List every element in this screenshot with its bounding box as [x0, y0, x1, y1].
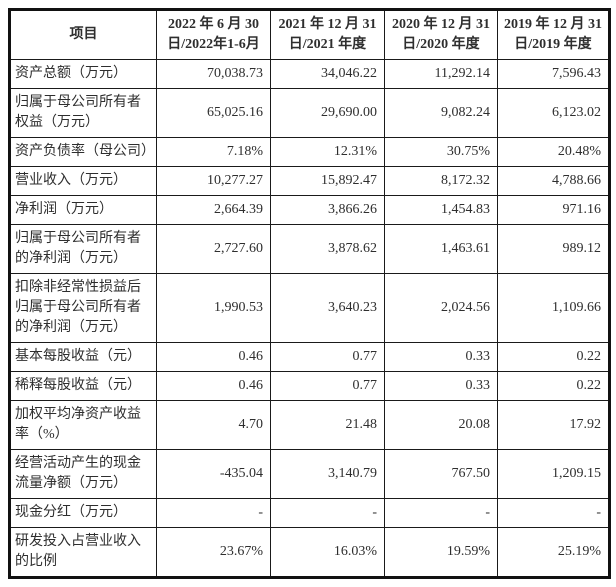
row-label: 归属于母公司所有者的净利润（万元）	[9, 224, 157, 274]
period-line-1: 2020 年 12 月 31	[392, 17, 490, 32]
table-row: 扣除非经常性损益后归属于母公司所有者的净利润（万元） 1,990.53 3,640.…	[9, 273, 610, 343]
cell-value: 30.75%	[384, 137, 498, 167]
table-row: 研发投入占营业收入的比例 23.67% 16.03% 19.59% 25.19%	[9, 527, 610, 578]
row-label: 净利润（万元）	[9, 195, 157, 225]
cell-value: 12.31%	[270, 137, 385, 167]
cell-value: 20.08	[384, 400, 498, 450]
row-label: 基本每股收益（元）	[9, 342, 157, 372]
cell-value: 34,046.22	[270, 59, 385, 89]
cell-value: 0.77	[270, 342, 385, 372]
cell-value: 1,454.83	[384, 195, 498, 225]
cell-value: 0.77	[270, 371, 385, 401]
column-header-period-2021: 2021 年 12 月 31 日/2021 年度	[270, 9, 385, 60]
cell-value: 20.48%	[497, 137, 610, 167]
table-row: 资产总额（万元） 70,038.73 34,046.22 11,292.14 7,596…	[9, 59, 610, 89]
period-line-1: 2021 年 12 月 31	[278, 17, 377, 32]
financial-summary-table: 项目 2022 年 6 月 30 日/2022年1-6月 2021 年 12 月…	[8, 8, 611, 579]
cell-value: 7,596.43	[497, 59, 610, 89]
row-label: 现金分红（万元）	[9, 498, 157, 528]
cell-value: -	[497, 498, 610, 528]
cell-value: 0.46	[156, 342, 271, 372]
table-row: 基本每股收益（元） 0.46 0.77 0.33 0.22	[9, 342, 610, 372]
table-row: 加权平均净资产收益率（%） 4.70 21.48 20.08 17.92	[9, 400, 610, 450]
table-header: 项目 2022 年 6 月 30 日/2022年1-6月 2021 年 12 月…	[9, 9, 610, 60]
cell-value: 4.70	[156, 400, 271, 450]
row-label: 加权平均净资产收益率（%）	[9, 400, 157, 450]
table-row: 归属于母公司所有者权益（万元） 65,025.16 29,690.00 9,082.2…	[9, 88, 610, 138]
header-row: 项目 2022 年 6 月 30 日/2022年1-6月 2021 年 12 月…	[9, 9, 610, 60]
cell-value: 0.46	[156, 371, 271, 401]
column-header-period-2019: 2019 年 12 月 31 日/2019 年度	[497, 9, 610, 60]
cell-value: 8,172.32	[384, 166, 498, 196]
cell-value: 2,024.56	[384, 273, 498, 343]
cell-value: 0.33	[384, 371, 498, 401]
cell-value: 0.33	[384, 342, 498, 372]
cell-value: 23.67%	[156, 527, 271, 578]
cell-value: 15,892.47	[270, 166, 385, 196]
table-row: 资产负债率（母公司） 7.18% 12.31% 30.75% 20.48%	[9, 137, 610, 167]
table-row: 现金分红（万元） - - - -	[9, 498, 610, 528]
row-label: 经营活动产生的现金流量净额（万元）	[9, 449, 157, 499]
cell-value: 11,292.14	[384, 59, 498, 89]
cell-value: 4,788.66	[497, 166, 610, 196]
cell-value: 21.48	[270, 400, 385, 450]
table-body: 资产总额（万元） 70,038.73 34,046.22 11,292.14 7,596…	[9, 59, 610, 578]
cell-value: 3,140.79	[270, 449, 385, 499]
table-row: 净利润（万元） 2,664.39 3,866.26 1,454.83 971.16	[9, 195, 610, 225]
cell-value: 9,082.24	[384, 88, 498, 138]
table-row: 归属于母公司所有者的净利润（万元） 2,727.60 3,878.62 1,463.6…	[9, 224, 610, 274]
period-line-1: 2019 年 12 月 31	[504, 17, 602, 32]
table-row: 稀释每股收益（元） 0.46 0.77 0.33 0.22	[9, 371, 610, 401]
cell-value: 3,878.62	[270, 224, 385, 274]
cell-value: 1,109.66	[497, 273, 610, 343]
cell-value: 0.22	[497, 371, 610, 401]
period-line-2: 日/2022年1-6月	[167, 37, 260, 52]
row-label: 资产总额（万元）	[9, 59, 157, 89]
cell-value: 3,640.23	[270, 273, 385, 343]
cell-value: -435.04	[156, 449, 271, 499]
cell-value: 971.16	[497, 195, 610, 225]
table-row: 经营活动产生的现金流量净额（万元） -435.04 3,140.79 767.50 1,…	[9, 449, 610, 499]
cell-value: 10,277.27	[156, 166, 271, 196]
cell-value: 25.19%	[497, 527, 610, 578]
cell-value: 3,866.26	[270, 195, 385, 225]
cell-value: -	[270, 498, 385, 528]
cell-value: 2,727.60	[156, 224, 271, 274]
cell-value: -	[156, 498, 271, 528]
cell-value: 29,690.00	[270, 88, 385, 138]
cell-value: 6,123.02	[497, 88, 610, 138]
table-row: 营业收入（万元） 10,277.27 15,892.47 8,172.32 4,788.…	[9, 166, 610, 196]
row-label: 营业收入（万元）	[9, 166, 157, 196]
cell-value: 1,463.61	[384, 224, 498, 274]
cell-value: 1,990.53	[156, 273, 271, 343]
cell-value: 767.50	[384, 449, 498, 499]
row-label: 归属于母公司所有者权益（万元）	[9, 88, 157, 138]
column-header-period-2020: 2020 年 12 月 31 日/2020 年度	[384, 9, 498, 60]
period-line-2: 日/2019 年度	[514, 37, 592, 52]
cell-value: 65,025.16	[156, 88, 271, 138]
cell-value: 70,038.73	[156, 59, 271, 89]
row-label: 扣除非经常性损益后归属于母公司所有者的净利润（万元）	[9, 273, 157, 343]
column-header-period-2022: 2022 年 6 月 30 日/2022年1-6月	[156, 9, 271, 60]
row-label: 研发投入占营业收入的比例	[9, 527, 157, 578]
cell-value: -	[384, 498, 498, 528]
period-line-2: 日/2021 年度	[288, 37, 367, 52]
cell-value: 7.18%	[156, 137, 271, 167]
period-line-1: 2022 年 6 月 30	[168, 17, 259, 32]
row-label: 稀释每股收益（元）	[9, 371, 157, 401]
cell-value: 19.59%	[384, 527, 498, 578]
column-header-item: 项目	[9, 9, 157, 60]
period-line-2: 日/2020 年度	[402, 37, 480, 52]
cell-value: 1,209.15	[497, 449, 610, 499]
row-label: 资产负债率（母公司）	[9, 137, 157, 167]
cell-value: 16.03%	[270, 527, 385, 578]
cell-value: 0.22	[497, 342, 610, 372]
cell-value: 989.12	[497, 224, 610, 274]
cell-value: 2,664.39	[156, 195, 271, 225]
cell-value: 17.92	[497, 400, 610, 450]
